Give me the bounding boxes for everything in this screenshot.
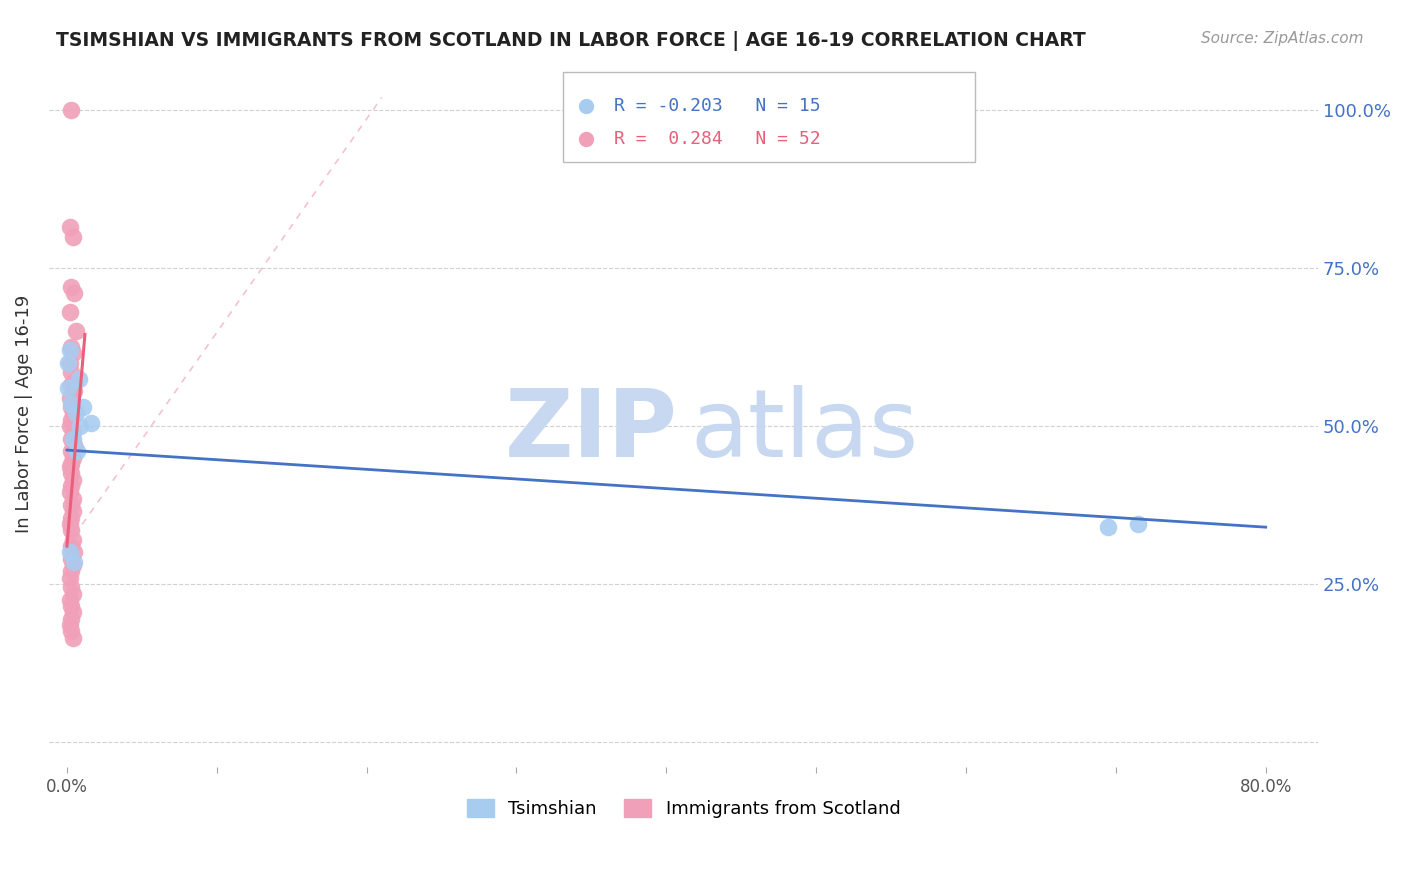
- Point: [62, 631, 84, 645]
- Text: Source: ZipAtlas.com: Source: ZipAtlas.com: [1201, 31, 1364, 46]
- Point: [62, 533, 84, 547]
- Point: [62, 606, 84, 620]
- Point: [60, 444, 83, 458]
- Point: [63, 555, 86, 569]
- Point: [60, 413, 83, 427]
- Point: [59, 516, 82, 531]
- Point: [63, 286, 86, 301]
- Point: [67, 372, 90, 386]
- Point: [60, 280, 83, 294]
- Point: [60, 624, 83, 639]
- Point: [60, 365, 83, 379]
- Point: [60, 479, 83, 493]
- Point: [60, 524, 83, 538]
- Point: [80, 416, 103, 430]
- Text: R = -0.203   N = 15: R = -0.203 N = 15: [614, 97, 820, 115]
- Point: [59, 460, 82, 475]
- Point: [60, 551, 83, 566]
- Point: [66, 444, 89, 458]
- Point: [59, 305, 82, 319]
- Point: [59, 220, 82, 235]
- Point: [689, 145, 711, 159]
- Point: [59, 618, 82, 632]
- Point: [60, 378, 83, 392]
- Point: [62, 229, 84, 244]
- Point: [60, 612, 83, 626]
- Point: [62, 558, 84, 572]
- Point: [59, 391, 82, 405]
- Point: [1097, 520, 1119, 534]
- Point: [59, 485, 82, 500]
- Point: [60, 498, 83, 512]
- Point: [60, 539, 83, 553]
- Point: [60, 457, 83, 471]
- Point: [60, 599, 83, 614]
- Point: [62, 346, 84, 360]
- Point: [60, 400, 83, 414]
- Y-axis label: In Labor Force | Age 16-19: In Labor Force | Age 16-19: [15, 294, 32, 533]
- Point: [59, 356, 82, 370]
- Point: [59, 571, 82, 585]
- FancyBboxPatch shape: [562, 71, 976, 162]
- Text: atlas: atlas: [690, 385, 918, 477]
- Point: [65, 324, 87, 338]
- Point: [689, 174, 711, 188]
- Point: [60, 103, 83, 117]
- Point: [69, 419, 91, 434]
- Point: [62, 504, 84, 518]
- Point: [59, 419, 82, 434]
- Point: [60, 565, 83, 579]
- Point: [58, 356, 80, 370]
- Point: [63, 438, 86, 452]
- Point: [62, 491, 84, 506]
- Point: [60, 340, 83, 354]
- Point: [62, 375, 84, 389]
- Point: [62, 432, 84, 446]
- Point: [60, 580, 83, 594]
- Text: R =  0.284   N = 52: R = 0.284 N = 52: [614, 130, 820, 148]
- Point: [58, 381, 80, 395]
- Point: [65, 406, 87, 420]
- Text: TSIMSHIAN VS IMMIGRANTS FROM SCOTLAND IN LABOR FORCE | AGE 16-19 CORRELATION CHA: TSIMSHIAN VS IMMIGRANTS FROM SCOTLAND IN…: [56, 31, 1085, 51]
- Point: [60, 467, 83, 481]
- Point: [60, 397, 83, 411]
- Point: [62, 406, 84, 420]
- Point: [63, 545, 86, 559]
- Text: ZIP: ZIP: [505, 385, 678, 477]
- Point: [59, 545, 82, 559]
- Point: [63, 384, 86, 399]
- Point: [62, 473, 84, 487]
- Point: [72, 400, 94, 414]
- Legend: Tsimshian, Immigrants from Scotland: Tsimshian, Immigrants from Scotland: [460, 792, 907, 825]
- Point: [62, 586, 84, 600]
- Point: [59, 343, 82, 358]
- Point: [1128, 516, 1150, 531]
- Point: [62, 425, 84, 440]
- Point: [60, 510, 83, 524]
- Point: [59, 592, 82, 607]
- Point: [62, 450, 84, 465]
- Point: [60, 432, 83, 446]
